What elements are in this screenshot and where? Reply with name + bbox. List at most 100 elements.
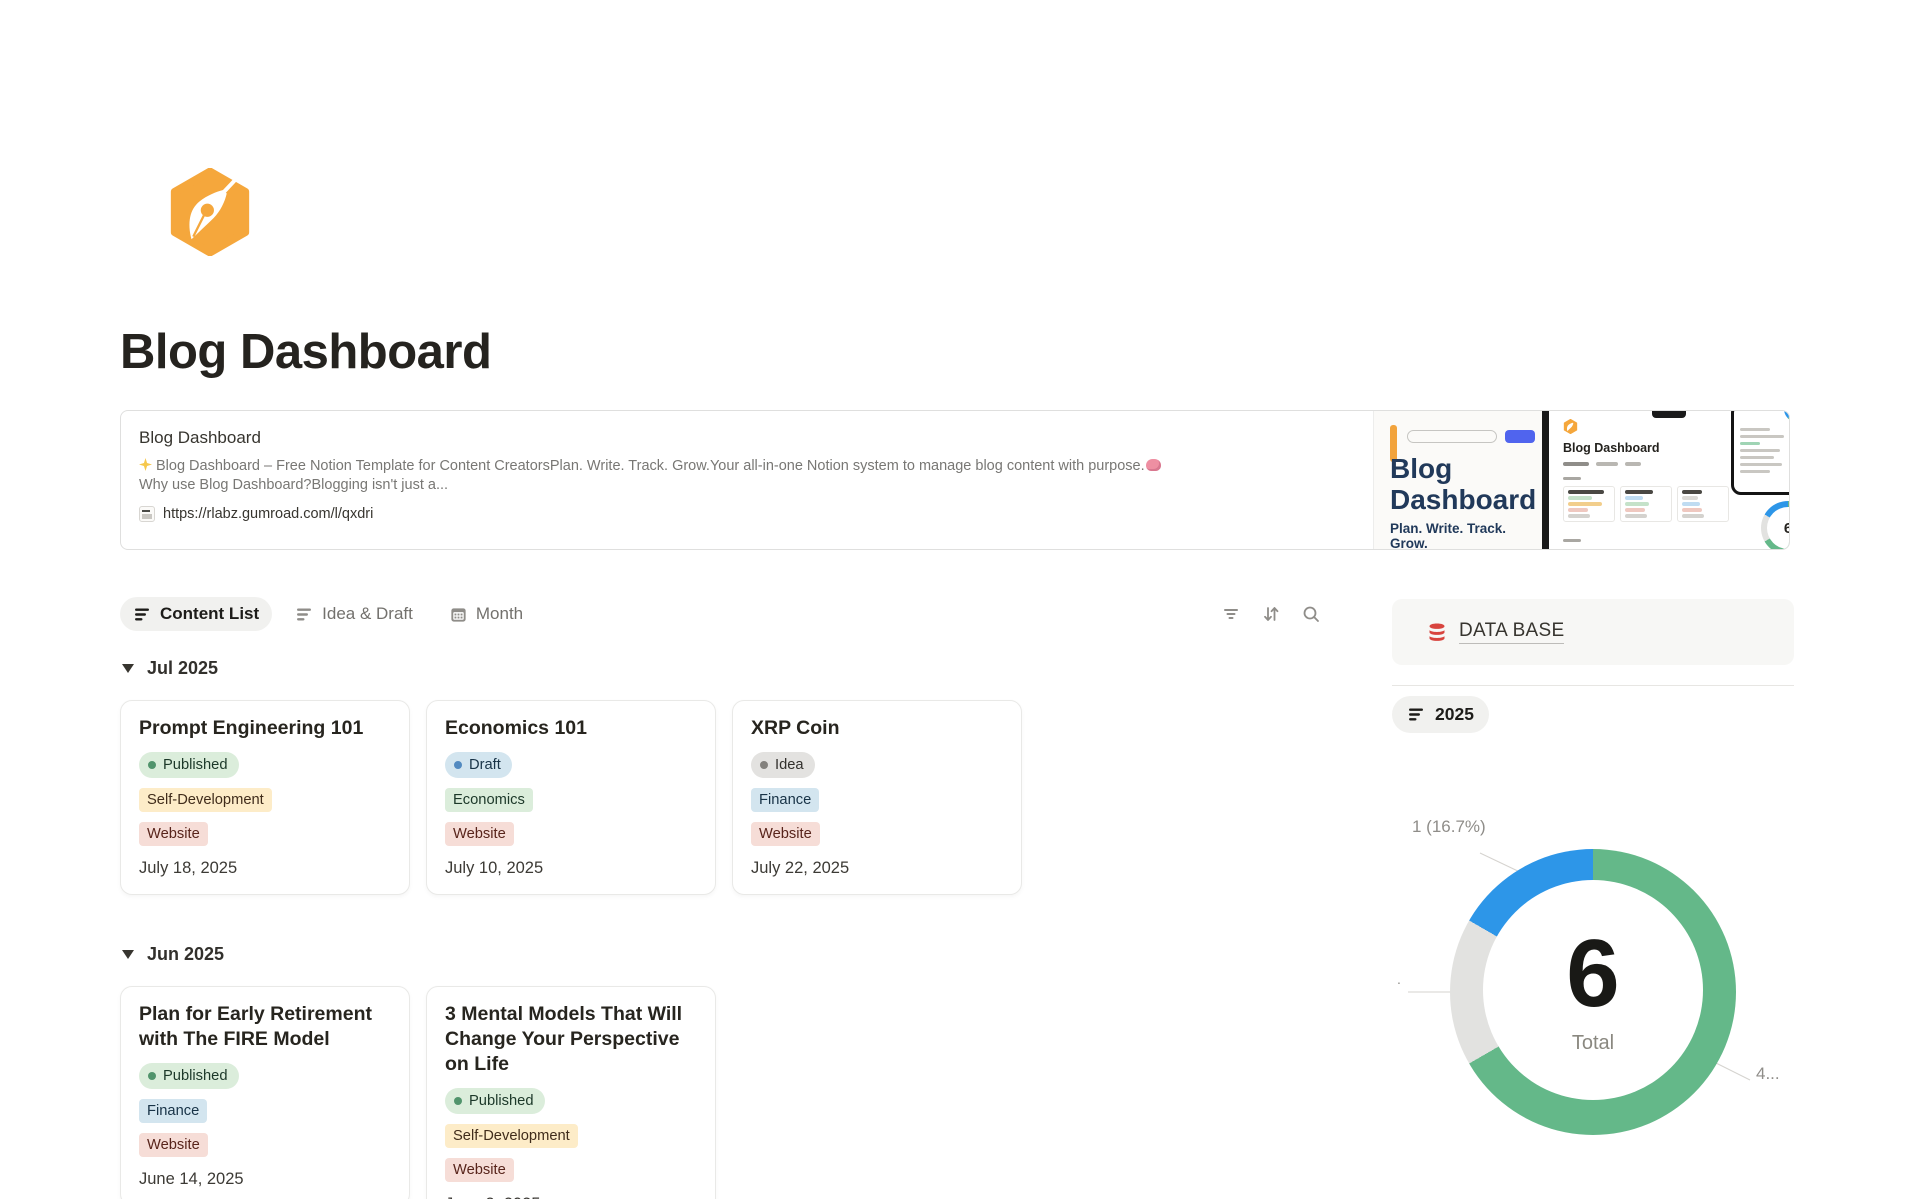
group-label: Jul 2025 bbox=[147, 657, 219, 678]
tag-chip: Economics bbox=[445, 788, 533, 812]
tag-chip: Website bbox=[445, 1158, 514, 1182]
status-dot-icon bbox=[148, 761, 156, 769]
filter-icon[interactable] bbox=[1220, 603, 1242, 625]
status-badge: Published bbox=[445, 1088, 545, 1114]
chart-label-green-slice: 4... bbox=[1756, 1064, 1780, 1083]
view-tabs: Content List Idea & Draft bbox=[120, 597, 536, 631]
link-preview-image: Blog Dashboard Plan. Write. Track. Grow.… bbox=[1373, 411, 1789, 549]
calendar-icon bbox=[451, 607, 466, 622]
group-header-jul-2025[interactable]: Jul 2025 bbox=[122, 655, 1322, 681]
link-preview-text: Blog Dashboard Blog Dashboard – Free Not… bbox=[121, 411, 1373, 549]
card-date: June 2, 2025 bbox=[445, 1195, 697, 1199]
mini-tabs-row bbox=[1563, 462, 1641, 466]
card-prompt-engineering-101[interactable]: Prompt Engineering 101 Published Self-De… bbox=[120, 700, 410, 895]
card-xrp-coin[interactable]: XRP Coin Idea Finance Website July 22, 2… bbox=[732, 700, 1022, 895]
mini-dashboard-screenshot: Blog Dashboard 6 bbox=[1549, 411, 1789, 549]
status-dot-icon bbox=[454, 761, 462, 769]
card-title: Prompt Engineering 101 bbox=[139, 717, 364, 739]
card-date: June 14, 2025 bbox=[139, 1170, 244, 1188]
card-mental-models[interactable]: 3 Mental Models That Will Change Your Pe… bbox=[426, 986, 716, 1199]
tab-label: Idea & Draft bbox=[322, 604, 413, 623]
database-link[interactable]: DATA BASE bbox=[1459, 620, 1565, 644]
mini-section-label bbox=[1563, 477, 1581, 480]
card-fire-model[interactable]: Plan for Early Retirement with The FIRE … bbox=[120, 986, 410, 1199]
cover-tagline: Plan. Write. Track. Grow. bbox=[1390, 521, 1507, 549]
mini-hexagon-logo-icon bbox=[1563, 419, 1578, 434]
link-preview-title: Blog Dashboard bbox=[139, 428, 261, 447]
status-badge: Idea bbox=[751, 752, 815, 778]
cover-divider bbox=[1542, 411, 1549, 549]
card-title: 3 Mental Models That Will Change Your Pe… bbox=[445, 1003, 683, 1075]
database-icon bbox=[1429, 623, 1445, 641]
group-header-jun-2025[interactable]: Jun 2025 bbox=[122, 941, 1322, 967]
chart-label-blue-slice: 1 (16.7%) bbox=[1412, 817, 1486, 836]
page-title: Blog Dashboard bbox=[120, 325, 492, 379]
view-tab-label: 2025 bbox=[1435, 704, 1474, 724]
link-preview-card[interactable]: Blog Dashboard Blog Dashboard – Free Not… bbox=[120, 410, 1790, 550]
card-grid-jun: Plan for Early Retirement with The FIRE … bbox=[120, 986, 1322, 1199]
status-dot-icon bbox=[148, 1072, 156, 1080]
tab-label: Content List bbox=[160, 604, 260, 623]
gumroad-favicon-icon bbox=[139, 506, 155, 522]
toolbar-actions bbox=[1220, 603, 1322, 625]
gumroad-cover: Blog Dashboard Plan. Write. Track. Grow. bbox=[1374, 411, 1542, 549]
database-sidebar: DATA BASE 2025 1 (16.7%) . 4... 6 bbox=[1392, 599, 1794, 1199]
mini-page-title: Blog Dashboard bbox=[1563, 441, 1660, 455]
search-icon[interactable] bbox=[1300, 603, 1322, 625]
card-title: Economics 101 bbox=[445, 717, 587, 739]
card-economics-101[interactable]: Economics 101 Draft Economics Website Ju… bbox=[426, 700, 716, 895]
group-label: Jun 2025 bbox=[147, 943, 225, 964]
donut-center: 6 Total bbox=[1483, 880, 1703, 1100]
tab-2025[interactable]: 2025 bbox=[1392, 696, 1489, 733]
sparkles-emoji-icon bbox=[139, 458, 152, 471]
view-toolbar: Content List Idea & Draft bbox=[120, 595, 1322, 633]
list-icon bbox=[135, 608, 149, 620]
mini-phone-frame bbox=[1731, 411, 1789, 495]
tab-label: Month bbox=[475, 604, 524, 623]
tag-chip: Website bbox=[139, 1133, 208, 1157]
mini-donut-total: 6 bbox=[1767, 507, 1789, 549]
cover-blue-badge bbox=[1505, 430, 1535, 443]
card-title: Plan for Early Retirement with The FIRE … bbox=[139, 1003, 372, 1050]
status-donut-chart: 1 (16.7%) . 4... 6 Total bbox=[1392, 733, 1794, 1199]
mini-section-label-2 bbox=[1563, 539, 1581, 542]
donut-ring: 6 Total bbox=[1450, 849, 1736, 1135]
toggle-triangle-icon bbox=[122, 663, 134, 673]
tab-content-list[interactable]: Content List bbox=[120, 597, 273, 631]
chart-label-gray-slice-truncated: . bbox=[1397, 971, 1401, 987]
mini-phone-donut-icon bbox=[1784, 411, 1789, 422]
status-dot-icon bbox=[454, 1097, 462, 1105]
status-badge: Draft bbox=[445, 752, 512, 778]
list-icon bbox=[1409, 708, 1423, 721]
cover-outline-badge bbox=[1407, 430, 1497, 443]
mini-card-row-1 bbox=[1563, 486, 1729, 522]
mini-donut-chart: 6 bbox=[1761, 501, 1789, 549]
status-dot-icon bbox=[760, 761, 768, 769]
status-badge: Published bbox=[139, 1063, 239, 1089]
tag-chip: Finance bbox=[139, 1099, 208, 1123]
donut-total-caption: Total bbox=[1571, 1031, 1615, 1054]
sidebar-divider bbox=[1392, 685, 1794, 686]
sort-icon[interactable] bbox=[1260, 603, 1282, 625]
link-preview-url-row: https://rlabz.gumroad.com/l/qxdri bbox=[139, 506, 1353, 522]
cover-accent-bar bbox=[1390, 425, 1397, 462]
pink-brain-emoji-icon bbox=[1145, 459, 1161, 471]
link-preview-description-part1: Blog Dashboard – Free Notion Template fo… bbox=[156, 458, 1145, 474]
tag-chip: Website bbox=[751, 822, 820, 846]
chart-leader-lines bbox=[1408, 852, 1751, 1081]
card-date: July 22, 2025 bbox=[751, 859, 850, 877]
card-date: July 18, 2025 bbox=[139, 859, 238, 877]
tab-month[interactable]: Month bbox=[436, 597, 536, 631]
card-date: July 10, 2025 bbox=[445, 859, 544, 877]
status-badge: Published bbox=[139, 752, 239, 778]
phone-notch bbox=[1652, 411, 1686, 418]
card-grid-jul: Prompt Engineering 101 Published Self-De… bbox=[120, 700, 1322, 895]
pen-nib-hexagon-logo[interactable] bbox=[166, 167, 254, 257]
pen-nib-hexagon-icon bbox=[170, 167, 250, 257]
tag-chip: Website bbox=[139, 822, 208, 846]
tab-idea-draft[interactable]: Idea & Draft bbox=[282, 597, 426, 631]
tag-chip: Finance bbox=[751, 788, 820, 812]
cover-title: Blog Dashboard bbox=[1390, 453, 1537, 515]
list-icon bbox=[297, 608, 312, 620]
